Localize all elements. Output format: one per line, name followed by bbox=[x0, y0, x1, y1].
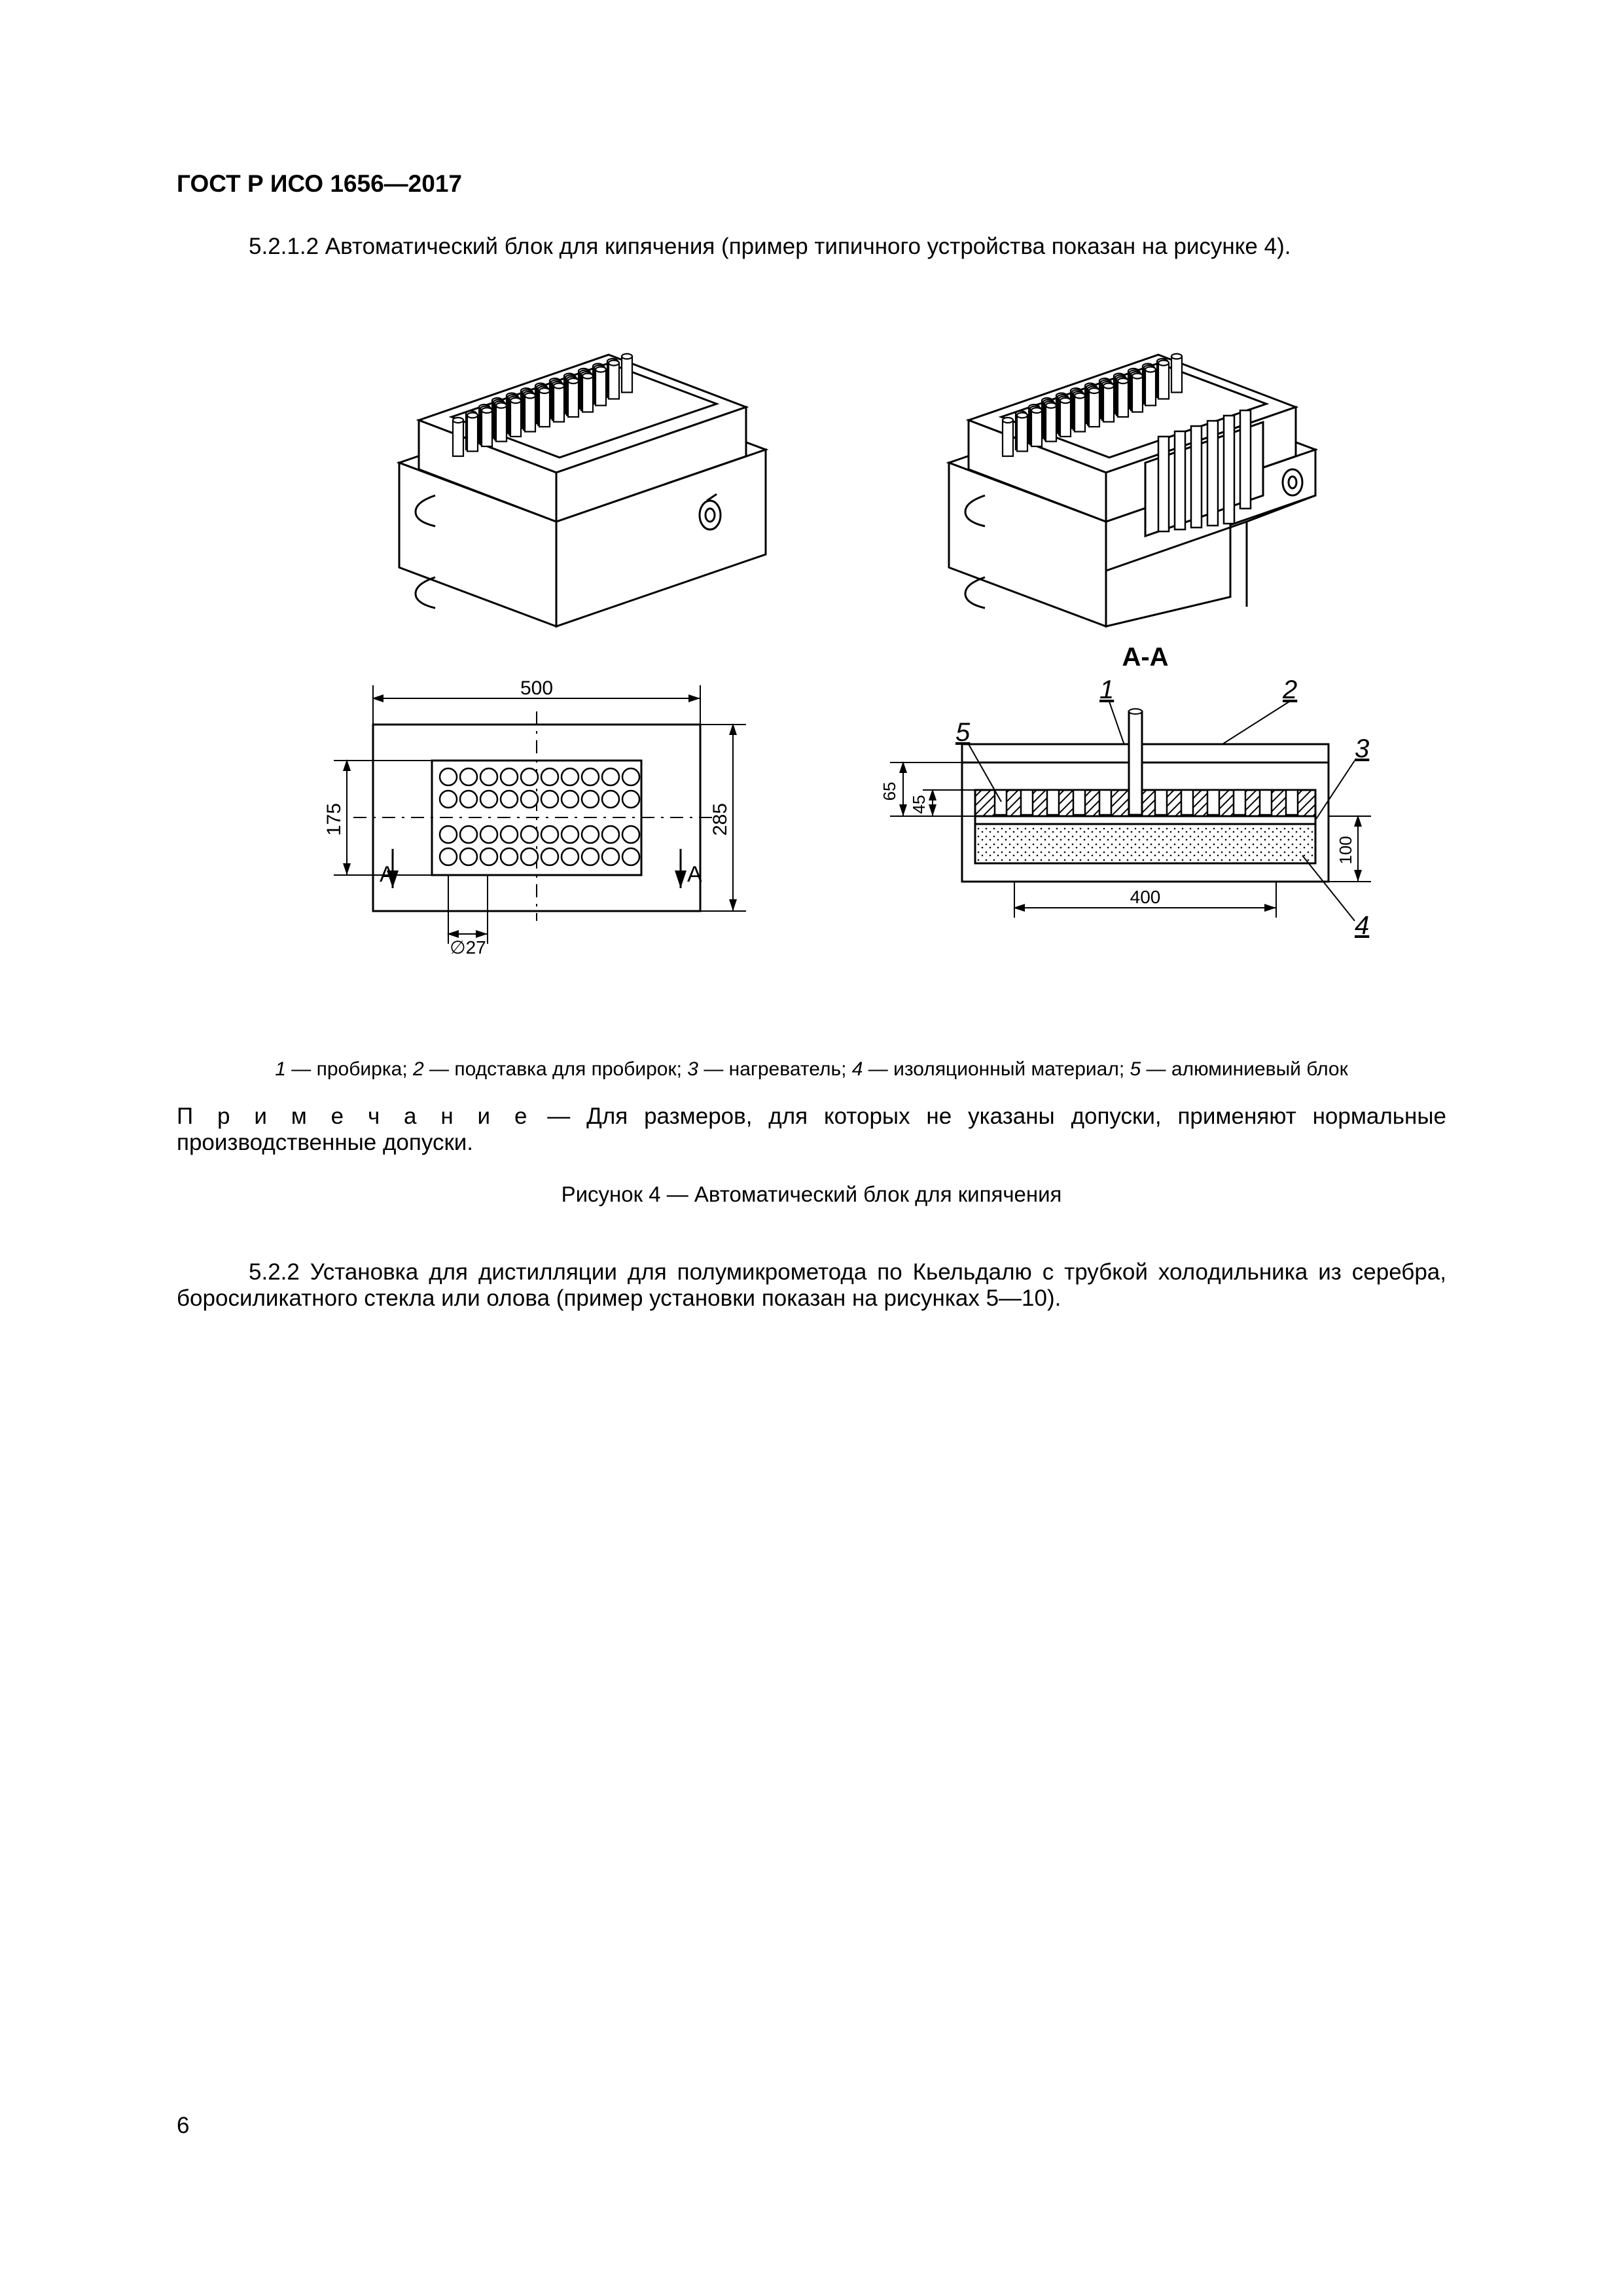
dim-100: 100 bbox=[1336, 836, 1355, 864]
callout-3: 3 bbox=[1355, 734, 1369, 763]
figure-caption: Рисунок 4 — Автоматический блок для кипя… bbox=[177, 1182, 1446, 1207]
iso-left bbox=[399, 354, 766, 627]
dim-400: 400 bbox=[1130, 887, 1161, 907]
section-label: А-А bbox=[1122, 643, 1168, 672]
dim-d27: ∅27 bbox=[450, 937, 486, 958]
dim-175: 175 bbox=[323, 803, 345, 836]
page: ГОСТ Р ИСО 1656—2017 5.2.1.2 Автоматичес… bbox=[0, 0, 1623, 2296]
figure-4-svg: 500 175 bbox=[177, 279, 1446, 1026]
callout-5: 5 bbox=[955, 718, 971, 747]
doc-header: ГОСТ Р ИСО 1656—2017 bbox=[177, 170, 1446, 198]
paragraph-text: 5.2.2 Установка для дистилляции для полу… bbox=[177, 1259, 1446, 1311]
figure-4: 500 175 bbox=[177, 279, 1446, 1207]
dim-65: 65 bbox=[880, 782, 899, 801]
figure-legend: 1 — пробирка; 2 — подставка для пробирок… bbox=[177, 1058, 1446, 1081]
cut-A-left: А bbox=[380, 862, 395, 887]
dim-500: 500 bbox=[520, 677, 553, 699]
section-AA: А-А 1 2 bbox=[880, 643, 1371, 940]
dim-45: 45 bbox=[909, 795, 929, 814]
paragraph-text: 5.2.1.2 Автоматический блок для кипячени… bbox=[249, 234, 1291, 259]
callout-1: 1 bbox=[1099, 675, 1114, 704]
callout-2: 2 bbox=[1282, 675, 1297, 704]
figure-note: П р и м е ч а н и е — Для размеров, для … bbox=[177, 1103, 1446, 1156]
cut-A-right: А bbox=[687, 862, 702, 887]
paragraph-5-2-2: 5.2.2 Установка для дистилляции для полу… bbox=[177, 1259, 1446, 1312]
note-label: П р и м е ч а н и е bbox=[177, 1103, 531, 1129]
page-number: 6 bbox=[177, 2113, 189, 2139]
callout-4: 4 bbox=[1355, 911, 1369, 940]
plan-view: 500 175 bbox=[323, 677, 746, 958]
dim-285: 285 bbox=[709, 803, 731, 836]
paragraph-5-2-1-2: 5.2.1.2 Автоматический блок для кипячени… bbox=[177, 234, 1446, 260]
iso-right bbox=[949, 354, 1315, 627]
